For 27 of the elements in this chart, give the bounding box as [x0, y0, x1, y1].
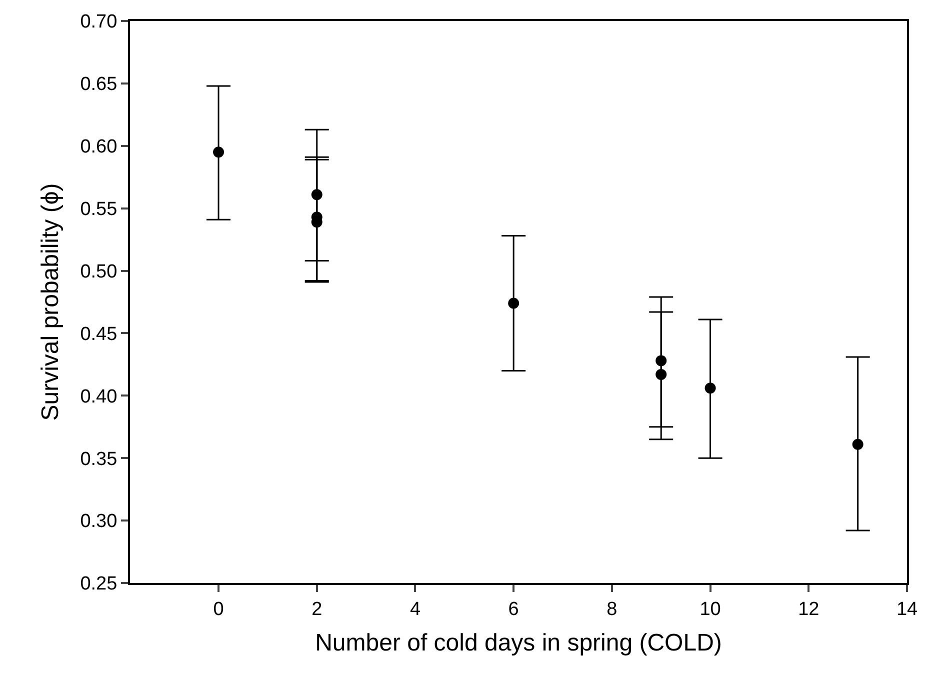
x-tick-label: 10 [700, 598, 721, 620]
point [704, 382, 716, 394]
y-tick-label: 0.60 [80, 136, 118, 158]
x-tick-label: 4 [410, 598, 421, 620]
point [213, 146, 224, 158]
y-tick-label: 0.65 [80, 74, 118, 96]
y-axis-title: Survival probability (ϕ) [36, 183, 64, 421]
y-tick-label: 0.30 [80, 511, 118, 532]
point [852, 438, 864, 450]
x-tick-label: 14 [896, 598, 918, 620]
point [656, 368, 667, 380]
point [656, 355, 667, 366]
y-tick-label: 0.35 [80, 448, 118, 470]
x-tick-label: 2 [312, 598, 322, 620]
point [311, 189, 322, 200]
y-tick-label: 0.25 [80, 574, 118, 595]
x-tick-label: 6 [508, 598, 519, 620]
x-axis-title: Number of cold days in spring (COLD) [315, 630, 722, 657]
point [508, 298, 520, 309]
y-tick-label: 0.40 [80, 386, 118, 408]
y-tick-label: 0.70 [80, 12, 118, 33]
x-tick-label: 12 [798, 598, 820, 620]
y-tick-label: 0.50 [80, 261, 118, 282]
y-tick-label: 0.45 [80, 324, 118, 345]
x-tick-label: 0 [213, 598, 224, 620]
y-tick-label: 0.55 [80, 198, 118, 220]
x-tick-label: 8 [606, 598, 618, 620]
